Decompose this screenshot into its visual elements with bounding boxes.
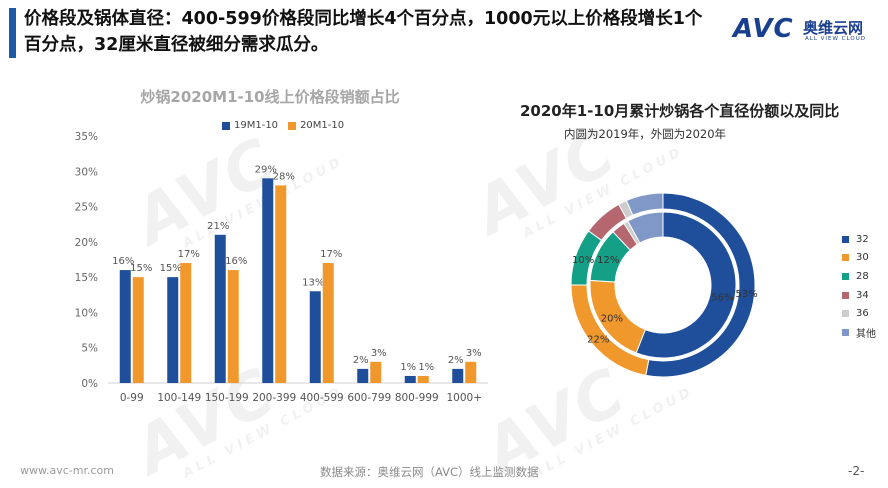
legend-swatch <box>288 121 297 130</box>
data-label: 1% <box>400 362 416 373</box>
legend-swatch <box>842 328 849 336</box>
page-title: 价格段及锅体直径：400-599价格段同比增长4个百分点，1000元以上价格段增… <box>24 9 703 55</box>
bar-20M1-10 <box>322 263 334 383</box>
avc-logo: AVC 奥维云网 ALL VIEW CLOUD <box>733 14 883 48</box>
data-label: 1% <box>418 362 434 373</box>
data-label: 15% <box>160 263 182 274</box>
legend-item-28: 28 <box>842 267 876 286</box>
data-label: 2% <box>353 355 369 366</box>
legend-label: 28 <box>856 270 869 282</box>
y-tick-label: 5% <box>81 343 98 355</box>
data-label: 16% <box>112 256 134 267</box>
legend-item-32: 32 <box>842 230 876 249</box>
legend-label: 36 <box>856 308 869 320</box>
bar-19M1-10 <box>167 277 179 383</box>
y-tick-label: 10% <box>75 307 98 319</box>
data-label: 15% <box>130 263 152 274</box>
bar-20M1-10 <box>417 375 429 383</box>
legend-item-30: 30 <box>842 249 876 268</box>
slice-label: 53% <box>736 289 758 300</box>
data-label: 2% <box>448 355 464 366</box>
data-label: 28% <box>273 171 295 182</box>
slice-2019-32 <box>635 211 737 359</box>
legend-label: 其他 <box>856 328 876 340</box>
legend-swatch <box>222 121 230 130</box>
bar-19M1-10 <box>357 368 369 383</box>
y-tick-label: 0% <box>81 378 98 390</box>
bar-19M1-10 <box>404 375 416 383</box>
legend-item-36: 36 <box>842 304 876 323</box>
bar-chart-legend: 19M1-10 20M1-10 <box>222 120 344 131</box>
logo-mark: AVC <box>733 14 794 44</box>
x-tick-label: 800-999 <box>395 392 439 404</box>
logo-en-name: ALL VIEW CLOUD <box>805 36 866 42</box>
slice-label: 10% <box>572 255 594 266</box>
legend-swatch <box>842 254 849 262</box>
data-label: 16% <box>225 256 247 267</box>
legend-item-34: 34 <box>842 286 876 305</box>
accent-bar <box>9 8 16 58</box>
bar-20M1-10 <box>180 263 192 383</box>
bar-19M1-10 <box>119 270 131 383</box>
data-source: 数据来源：奥维云网（AVC）线上监测数据 <box>320 465 539 479</box>
x-tick-label: 100-149 <box>157 392 201 404</box>
bar-19M1-10 <box>262 178 274 383</box>
data-label: 17% <box>320 249 342 260</box>
y-tick-label: 20% <box>75 237 98 249</box>
y-tick-label: 35% <box>75 131 98 143</box>
bar-19M1-10 <box>309 291 321 383</box>
x-tick-label: 600-799 <box>347 392 391 404</box>
x-tick-label: 1000+ <box>446 392 482 404</box>
data-label: 21% <box>207 221 229 232</box>
pie-chart-title: 2020年1-10月累计炒锅各个直径份额以及同比 <box>520 102 840 120</box>
logo-brand: AVC <box>733 14 794 44</box>
pie-chart-subtitle: 内圆为2019年，外圆为2020年 <box>564 127 727 141</box>
bar-20M1-10 <box>370 361 382 383</box>
y-tick-label: 30% <box>75 166 98 178</box>
data-label: 13% <box>302 277 324 288</box>
legend-swatch <box>842 291 849 299</box>
legend-item-2019: 19M1-10 <box>222 120 278 131</box>
y-tick-label: 25% <box>75 202 98 214</box>
data-label: 29% <box>255 164 277 175</box>
legend-item-2020: 20M1-10 <box>288 120 344 131</box>
data-label: 3% <box>466 348 482 359</box>
bar-20M1-10 <box>275 185 287 383</box>
pie-chart-legend: 32 30 28 34 36 其他 <box>842 230 876 342</box>
legend-label: 19M1-10 <box>234 120 279 131</box>
slice-2020-其他 <box>625 192 664 216</box>
legend-swatch <box>842 310 849 318</box>
bar-chart-title: 炒锅2020M1-10线上价格段销额占比 <box>140 88 400 106</box>
legend-swatch <box>842 272 849 280</box>
slice-label: 56% <box>711 292 733 303</box>
legend-item-其他: 其他 <box>842 323 876 342</box>
x-tick-label: 400-599 <box>300 392 344 404</box>
x-tick-label: 0-99 <box>120 392 144 404</box>
bar-20M1-10 <box>132 277 144 383</box>
slice-label: 20% <box>601 313 623 324</box>
y-tick-label: 15% <box>75 272 98 284</box>
x-tick-label: 150-199 <box>205 392 249 404</box>
page-number: -2- <box>848 464 865 478</box>
legend-label: 32 <box>856 233 869 245</box>
footer-url[interactable]: www.avc-mr.com <box>20 464 114 477</box>
legend-label: 34 <box>856 289 869 301</box>
data-label: 17% <box>178 249 200 260</box>
bar-19M1-10 <box>452 368 464 383</box>
bar-20M1-10 <box>227 270 239 383</box>
x-tick-label: 200-399 <box>252 392 296 404</box>
logo-cn-name: 奥维云网 <box>803 19 864 37</box>
legend-label: 30 <box>856 252 869 264</box>
data-label: 3% <box>371 348 387 359</box>
bar-20M1-10 <box>465 361 477 383</box>
bar-19M1-10 <box>214 234 226 383</box>
slice-label: 12% <box>597 255 619 266</box>
slice-2019-其他 <box>627 211 664 244</box>
legend-label: 20M1-10 <box>300 120 345 131</box>
slice-label: 22% <box>587 335 609 346</box>
legend-swatch <box>842 235 849 243</box>
